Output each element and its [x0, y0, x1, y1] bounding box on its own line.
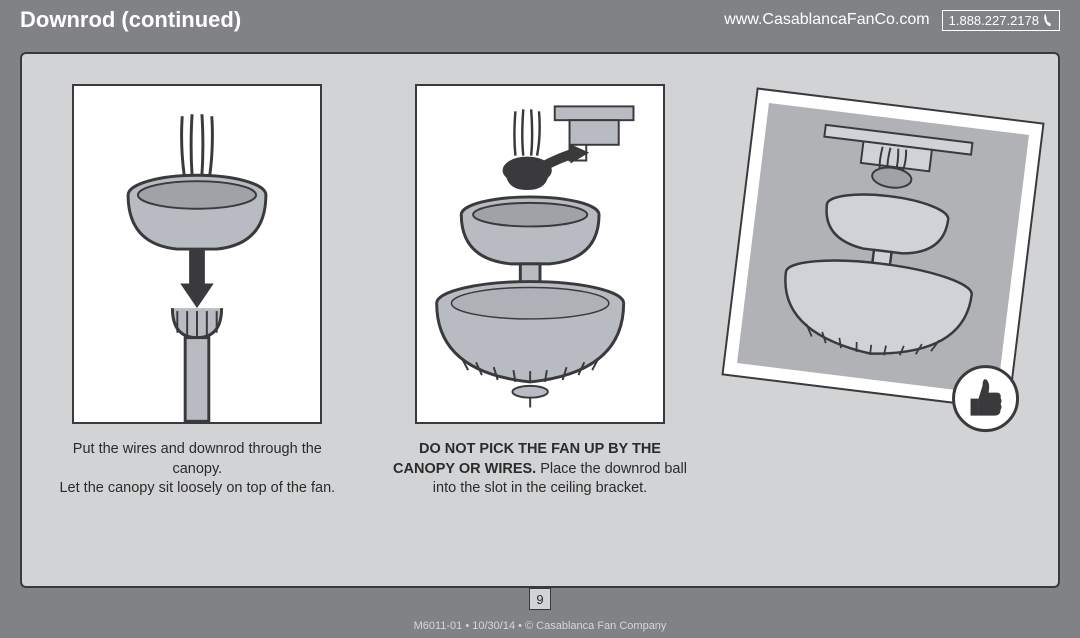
page-title: Downrod (continued) [20, 7, 724, 33]
illustration-1 [72, 84, 322, 424]
thumbs-up-icon [950, 364, 1020, 434]
content-panel: Put the wires and downrod through the ca… [20, 52, 1060, 588]
caption-1-line2: Let the canopy sit loosely on top of the… [59, 480, 335, 496]
step-column-3 [731, 84, 1034, 394]
phone-icon [1043, 13, 1053, 27]
step-column-1: Put the wires and downrod through the ca… [46, 84, 349, 499]
footer-text: M6011-01 • 10/30/14 • © Casablanca Fan C… [0, 620, 1080, 632]
illustration-2 [415, 84, 665, 424]
page-header: Downrod (continued) www.CasablancaFanCo.… [0, 0, 1080, 40]
step-column-2: DO NOT PICK THE FAN UP BY THE CANOPY OR … [389, 84, 692, 499]
phone-number: 1.888.227.2178 [949, 13, 1039, 28]
phone-box: 1.888.227.2178 [942, 10, 1060, 31]
caption-1: Put the wires and downrod through the ca… [47, 440, 347, 499]
illustration-3 [737, 103, 1029, 395]
illustration-3-frame [721, 87, 1044, 410]
company-url: www.CasablancaFanCo.com [724, 11, 929, 29]
manual-page: Downrod (continued) www.CasablancaFanCo.… [0, 0, 1080, 638]
caption-1-line1: Put the wires and downrod through the ca… [73, 441, 322, 477]
page-number: 9 [529, 588, 551, 610]
caption-2: DO NOT PICK THE FAN UP BY THE CANOPY OR … [390, 440, 690, 499]
